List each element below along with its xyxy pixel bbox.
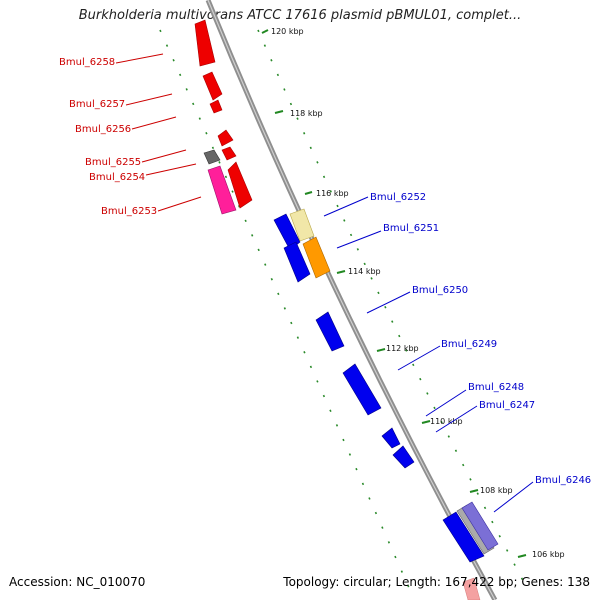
forward-gene-arrow[interactable] (342, 363, 382, 416)
accession-text: Accession: NC_010070 (9, 575, 146, 589)
reverse-label-leaders (115, 53, 202, 212)
tick-label: 112 kbp (386, 344, 419, 353)
reverse-gene-arrow[interactable] (194, 19, 216, 67)
tick-label: 110 kbp (430, 417, 463, 426)
label-leader (131, 116, 177, 130)
label-leader (125, 93, 173, 106)
gene-label-bmul-6250[interactable]: Bmul_6250 (412, 285, 468, 296)
reverse-gene-arrow[interactable] (209, 99, 223, 114)
forward-gene-arrow[interactable] (442, 511, 485, 563)
tick-label: 120 kbp (271, 27, 304, 36)
gene-label-bmul-6256[interactable]: Bmul_6256 (75, 124, 131, 135)
forward-gene-arrow[interactable] (315, 311, 345, 352)
backbone-circle (205, 0, 498, 600)
reverse-gene-arrow[interactable] (227, 161, 253, 209)
gene-label-bmul-6251[interactable]: Bmul_6251 (383, 223, 439, 234)
gene-label-bmul-6258[interactable]: Bmul_6258 (59, 57, 115, 68)
tick-mark (261, 29, 269, 34)
forward-gene-block[interactable] (461, 501, 499, 551)
reverse-gene-arrow[interactable] (202, 71, 223, 101)
label-leader (435, 405, 478, 433)
tick-label: 114 kbp (348, 267, 381, 276)
label-leader (493, 481, 534, 513)
reverse-gene-arrow[interactable] (462, 577, 481, 600)
forward-label-leaders (323, 196, 534, 513)
map-title: Burkholderia multivorans ATCC 17616 plas… (78, 8, 522, 23)
label-leader (145, 163, 197, 176)
forward-gene-arrow[interactable] (273, 213, 301, 251)
tick-label: 108 kbp (480, 486, 513, 495)
forward-strand-genes (273, 208, 499, 563)
tick-mark (336, 270, 346, 274)
forward-gene-arrow[interactable] (283, 241, 311, 283)
label-leader (115, 53, 164, 64)
gene-label-bmul-6249[interactable]: Bmul_6249 (441, 339, 497, 350)
tick-mark (469, 489, 479, 493)
forward-gene-block[interactable] (289, 208, 315, 242)
tick-mark (304, 191, 313, 195)
tick-mark (517, 554, 527, 558)
reverse-gene-labels: Bmul_6258 Bmul_6257 Bmul_6256 Bmul_6255 … (59, 57, 157, 217)
label-leader (336, 230, 382, 249)
tick-label: 116 kbp (316, 189, 349, 198)
summary-text: Topology: circular; Length: 167,422 bp; … (283, 575, 590, 589)
gene-label-bmul-6253[interactable]: Bmul_6253 (101, 206, 157, 217)
label-leader (425, 389, 467, 417)
label-leader (366, 291, 411, 314)
reverse-gene-block[interactable] (207, 165, 237, 215)
forward-gene-labels: Bmul_6252 Bmul_6251 Bmul_6250 Bmul_6249 … (370, 192, 591, 486)
tick-mark (421, 420, 431, 424)
ticks (261, 29, 527, 558)
label-leader (157, 196, 202, 212)
label-leader (397, 345, 441, 371)
label-leader (141, 149, 187, 163)
gene-label-bmul-6255[interactable]: Bmul_6255 (85, 157, 141, 168)
forward-gene-block[interactable] (302, 236, 331, 279)
gene-label-bmul-6254[interactable]: Bmul_6254 (89, 172, 145, 183)
reverse-strand-genes (194, 19, 253, 215)
reverse-gene-arrow[interactable] (221, 146, 237, 161)
backbone-highlight (207, 0, 496, 600)
tick-mark (274, 110, 284, 114)
gene-label-bmul-6248[interactable]: Bmul_6248 (468, 382, 524, 393)
tick-label: 106 kbp (532, 550, 565, 559)
reverse-gene-box[interactable] (203, 149, 221, 165)
gene-label-bmul-6257[interactable]: Bmul_6257 (69, 99, 125, 110)
gene-label-bmul-6246[interactable]: Bmul_6246 (535, 475, 591, 486)
reverse-gene-arrow[interactable] (217, 129, 234, 147)
forward-gene-arrow[interactable] (381, 427, 401, 449)
tick-labels: 120 kbp 118 kbp 116 kbp 114 kbp 112 kbp … (271, 27, 565, 559)
forward-gene-arrow[interactable] (392, 445, 415, 469)
gene-label-bmul-6247[interactable]: Bmul_6247 (479, 400, 535, 411)
tick-label: 118 kbp (290, 109, 323, 118)
gene-label-bmul-6252[interactable]: Bmul_6252 (370, 192, 426, 203)
label-leader (323, 196, 369, 217)
tick-mark (376, 348, 386, 352)
